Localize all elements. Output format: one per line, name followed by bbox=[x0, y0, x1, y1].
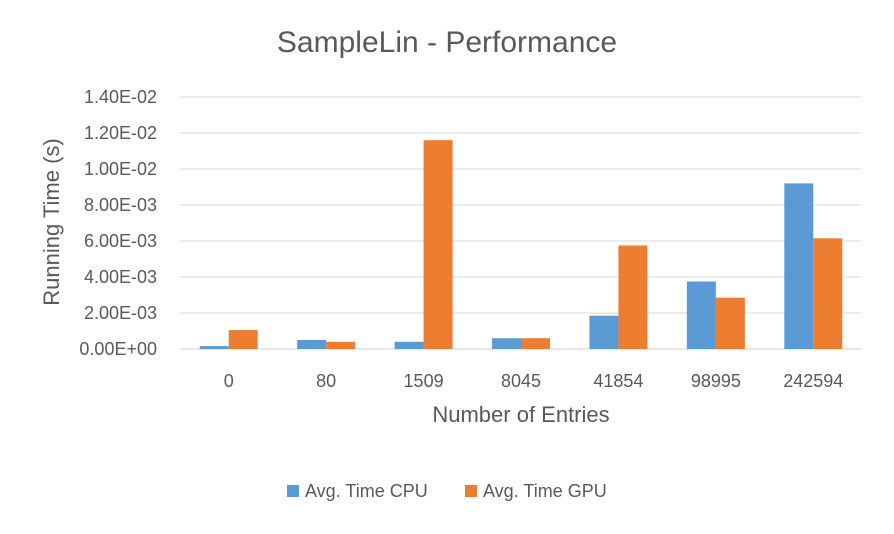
x-axis-title: Number of Entries bbox=[432, 402, 609, 427]
bar-gpu-0 bbox=[228, 330, 258, 349]
y-tick-label: 1.00E-02 bbox=[84, 159, 157, 179]
y-tick-label: 0.00E+00 bbox=[79, 339, 157, 359]
chart-title: SampleLin - Performance bbox=[277, 26, 617, 59]
x-tick-label: 41854 bbox=[593, 371, 643, 391]
legend-label-cpu: Avg. Time CPU bbox=[305, 481, 428, 501]
legend-swatch-cpu bbox=[287, 485, 299, 497]
bar-gpu-1509 bbox=[423, 140, 453, 349]
bar-cpu-242594 bbox=[784, 183, 814, 349]
bar-cpu-0 bbox=[199, 346, 229, 349]
bar-cpu-98995 bbox=[686, 281, 716, 349]
legend: Avg. Time CPU Avg. Time GPU bbox=[287, 481, 607, 501]
y-axis-title: Running Time (s) bbox=[39, 138, 64, 306]
y-tick-label: 2.00E-03 bbox=[84, 303, 157, 323]
legend-label-gpu: Avg. Time GPU bbox=[483, 481, 607, 501]
y-tick-label: 8.00E-03 bbox=[84, 195, 157, 215]
x-tick-label: 242594 bbox=[783, 371, 843, 391]
bar-gpu-98995 bbox=[715, 297, 745, 349]
y-tick-label: 6.00E-03 bbox=[84, 231, 157, 251]
bar-gpu-41854 bbox=[618, 245, 648, 349]
bar-gpu-8045 bbox=[521, 338, 550, 349]
y-tick-label: 1.40E-02 bbox=[84, 87, 157, 107]
bar-cpu-41854 bbox=[589, 315, 619, 349]
x-axis-ticks: 0 80 1509 8045 41854 98995 242594 bbox=[224, 371, 844, 391]
x-tick-label: 80 bbox=[316, 371, 336, 391]
bar-gpu-80 bbox=[326, 341, 356, 349]
bar-cpu-1509 bbox=[394, 341, 424, 349]
bar-gpu-242594 bbox=[813, 238, 843, 349]
y-axis-ticks: 0.00E+00 2.00E-03 4.00E-03 6.00E-03 8.00E-03… bbox=[79, 87, 157, 359]
x-tick-label: 98995 bbox=[691, 371, 741, 391]
y-tick-label: 4.00E-03 bbox=[84, 267, 157, 287]
x-tick-label: 8045 bbox=[501, 371, 541, 391]
legend-swatch-gpu bbox=[465, 485, 477, 497]
bars bbox=[199, 140, 843, 349]
bar-cpu-80 bbox=[297, 340, 327, 349]
y-tick-label: 1.20E-02 bbox=[84, 123, 157, 143]
grid-lines bbox=[180, 96, 862, 350]
x-tick-label: 1509 bbox=[404, 371, 444, 391]
bar-cpu-8045 bbox=[492, 338, 521, 349]
x-tick-label: 0 bbox=[224, 371, 234, 391]
